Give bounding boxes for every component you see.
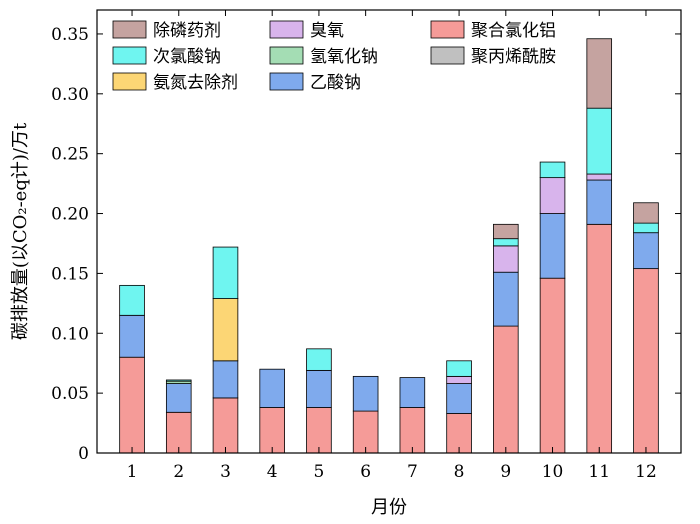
legend-label: 臭氧 [310,21,344,41]
x-axis-label: 月份 [371,497,407,518]
y-tick-label: 0 [78,444,89,464]
x-tick-label: 6 [360,462,371,482]
legend-swatch [430,46,465,65]
x-tick-label: 10 [542,462,564,482]
legend-swatch [430,20,465,39]
bar-segment-10-4 [539,177,566,214]
bar-segment-10-2 [539,213,566,279]
bar-segment-8-4 [446,375,472,384]
bar-segment-2-0 [165,411,192,454]
bar-segment-11-4 [586,173,613,181]
y-tick-label: 0.15 [51,264,89,284]
bar-segment-11-7 [586,38,613,109]
x-tick-label: 12 [635,462,657,482]
x-tick-label: 9 [500,462,511,482]
y-tick-label: 0.05 [51,384,89,404]
bar-segment-4-0 [259,407,285,454]
legend-label: 除磷药剂 [153,21,221,41]
legend-swatch [112,20,147,39]
legend-swatch [269,46,304,65]
bar-segment-11-6 [586,107,613,175]
x-tick-label: 2 [173,462,184,482]
bar-segment-3-0 [212,397,239,454]
bar-segment-4-2 [259,368,285,408]
legend-swatch [269,72,304,91]
bar-segment-6-2 [352,375,379,412]
bar-segment-3-2 [212,360,239,399]
x-tick-label: 11 [588,462,610,482]
bar-segment-6-0 [352,410,379,454]
x-tick-label: 7 [407,462,418,482]
bar-segment-12-2 [633,232,659,270]
bar-segment-12-7 [633,202,659,224]
legend-label: 氢氧化钠 [310,47,378,67]
y-tick-label: 0.35 [51,25,89,45]
bar-segment-11-2 [586,179,613,225]
x-tick-label: 3 [220,462,231,482]
bar-segment-9-4 [493,245,519,273]
bar-segment-12-0 [633,268,659,454]
bar-segment-3-5 [212,298,239,362]
y-tick-label: 0.25 [51,145,89,165]
bar-segment-8-6 [446,360,472,377]
bar-segment-1-2 [119,314,145,358]
legend-swatch [269,20,304,39]
bar-segment-9-7 [493,223,519,240]
bar-segment-1-6 [119,284,145,316]
bar-segment-9-0 [493,325,519,454]
bar-segment-7-0 [399,407,426,454]
bar-segment-2-2 [165,383,192,413]
legend-label: 氨氮去除剂 [153,73,238,93]
legend-swatch [112,72,147,91]
plot-frame [96,9,682,454]
y-axis-ticks: 0 0.05 0.10 0.15 0.20 0.25 0.30 0.35 [51,25,681,464]
legend-label: 聚合氯化铝 [471,21,556,41]
bar-segment-5-2 [306,369,332,408]
x-tick-label: 8 [454,462,465,482]
bar-segment-5-0 [306,407,332,454]
legend-label: 乙酸钠 [310,73,361,93]
legend-label: 次氯酸钠 [153,47,221,67]
y-axis-label: 碳排放量(以CO₂-eq计)/万t [10,122,31,340]
bar-segment-1-0 [119,356,145,454]
bar-segment-3-6 [212,246,239,299]
x-tick-label: 1 [127,462,138,482]
y-tick-label: 0.10 [51,324,89,344]
legend-swatch [112,46,147,65]
bar-segment-9-6 [493,238,519,247]
bar-segment-7-2 [399,377,426,408]
bar-segment-5-6 [306,348,332,371]
bar-segment-10-6 [539,161,566,179]
legend-label: 聚丙烯酰胺 [471,47,556,67]
y-tick-label: 0.20 [51,205,89,225]
x-tick-label: 4 [267,462,278,482]
x-tick-label: 5 [314,462,325,482]
x-axis-ticks: 1 2 3 4 5 6 7 8 9 10 11 12 [127,10,657,482]
bar-segment-9-2 [493,271,519,327]
bar-segment-2-6 [165,379,192,382]
bar-segment-8-2 [446,383,472,414]
y-tick-label: 0.30 [51,85,89,105]
bar-segment-10-0 [539,277,566,454]
bars-group [119,38,659,454]
bar-segment-12-6 [633,222,659,234]
bar-segment-11-0 [586,223,613,454]
